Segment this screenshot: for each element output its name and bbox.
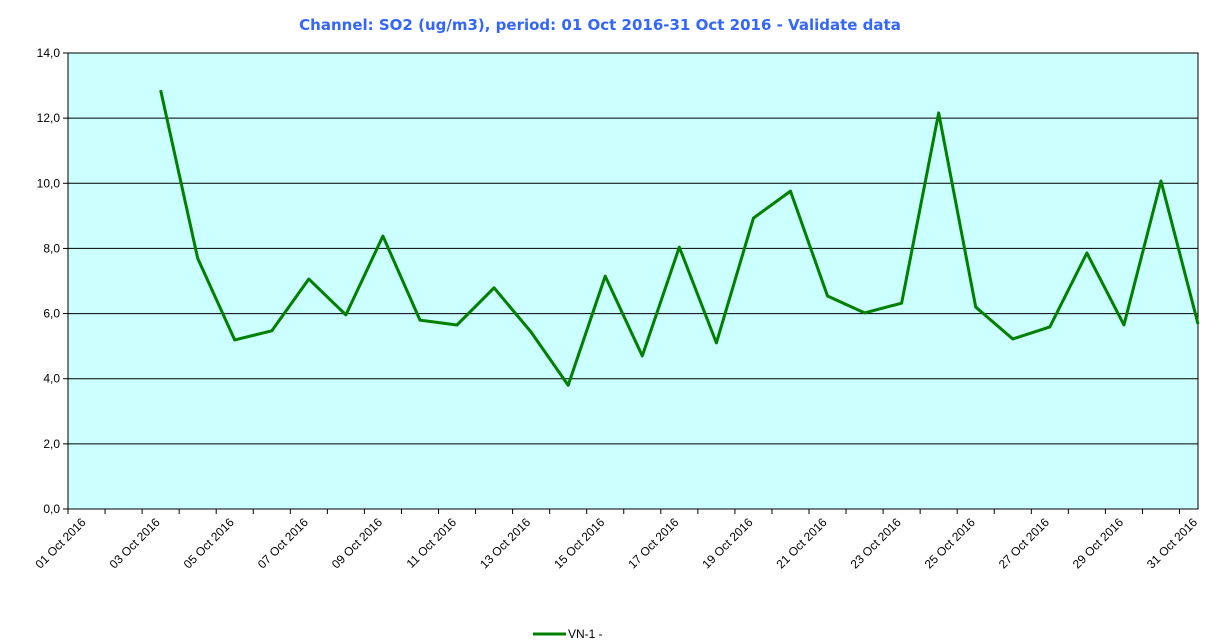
x-tick-label: 21 Oct 2016 (774, 515, 830, 571)
x-tick-label: 15 Oct 2016 (551, 515, 607, 571)
chart-title: Channel: SO2 (ug/m3), period: 01 Oct 201… (299, 16, 901, 34)
x-tick-label: 19 Oct 2016 (699, 515, 755, 571)
x-tick-label: 23 Oct 2016 (848, 515, 904, 571)
x-tick-label: 25 Oct 2016 (922, 515, 978, 571)
x-tick-label: 05 Oct 2016 (181, 515, 237, 571)
x-tick-label: 31 Oct 2016 (1144, 515, 1200, 571)
x-tick-label: 03 Oct 2016 (107, 515, 163, 571)
x-tick-label: 27 Oct 2016 (996, 515, 1052, 571)
y-tick-label: 8,0 (43, 241, 60, 255)
y-tick-label: 10,0 (37, 176, 61, 190)
y-tick-label: 2,0 (43, 437, 60, 451)
x-tick-label: 07 Oct 2016 (255, 515, 311, 571)
y-tick-label: 6,0 (43, 307, 60, 321)
y-tick-label: 4,0 (43, 372, 60, 386)
plot-area (67, 52, 1199, 510)
x-tick-label: 09 Oct 2016 (329, 515, 385, 571)
x-tick-label: 17 Oct 2016 (625, 515, 681, 571)
x-tick-label: 29 Oct 2016 (1070, 515, 1126, 571)
x-tick-label: 11 Oct 2016 (404, 515, 460, 571)
data-line (159, 89, 1200, 387)
y-tick-label: 14,0 (37, 46, 61, 60)
legend-label: VN-1 - (568, 627, 603, 641)
y-tick-label: 12,0 (37, 111, 61, 125)
y-tick-label: 0,0 (43, 502, 60, 516)
x-tick-label: 01 Oct 2016 (33, 515, 89, 571)
x-tick-label: 13 Oct 2016 (477, 515, 533, 571)
